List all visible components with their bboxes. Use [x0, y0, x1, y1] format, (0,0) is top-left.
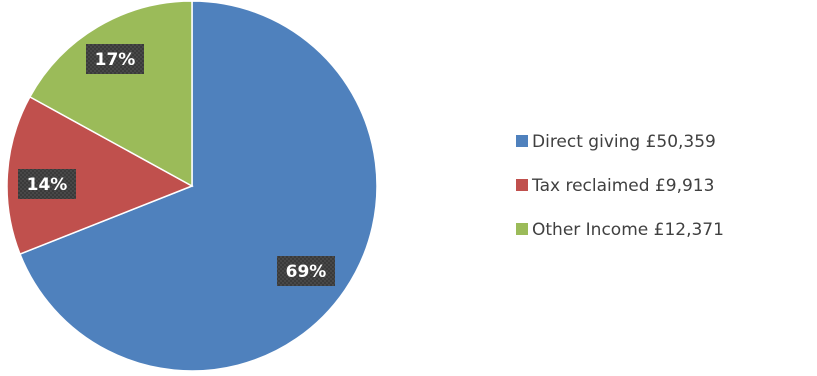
data-label-box	[86, 44, 144, 74]
legend-entry: Tax reclaimed £9,913	[531, 176, 714, 196]
data-label-box	[277, 256, 335, 286]
legend-swatch	[516, 135, 528, 147]
pie-slice-tax-reclaimed	[6, 95, 194, 256]
legend-entry: Other Income £12,371	[532, 220, 724, 240]
legend: Direct giving £50,359 Tax reclaimed £9,91…	[516, 132, 724, 240]
data-label: 69%	[286, 262, 327, 282]
data-label-box	[18, 169, 76, 199]
data-label: 17%	[95, 50, 136, 70]
legend-swatch	[516, 223, 528, 235]
legend-entry: Direct giving £50,359	[532, 132, 716, 152]
legend-swatch	[516, 179, 528, 191]
data-label: 14%	[27, 175, 68, 195]
data-labels: 69% 14% 17%	[18, 44, 335, 286]
pie-slice-other-income	[28, 0, 193, 188]
